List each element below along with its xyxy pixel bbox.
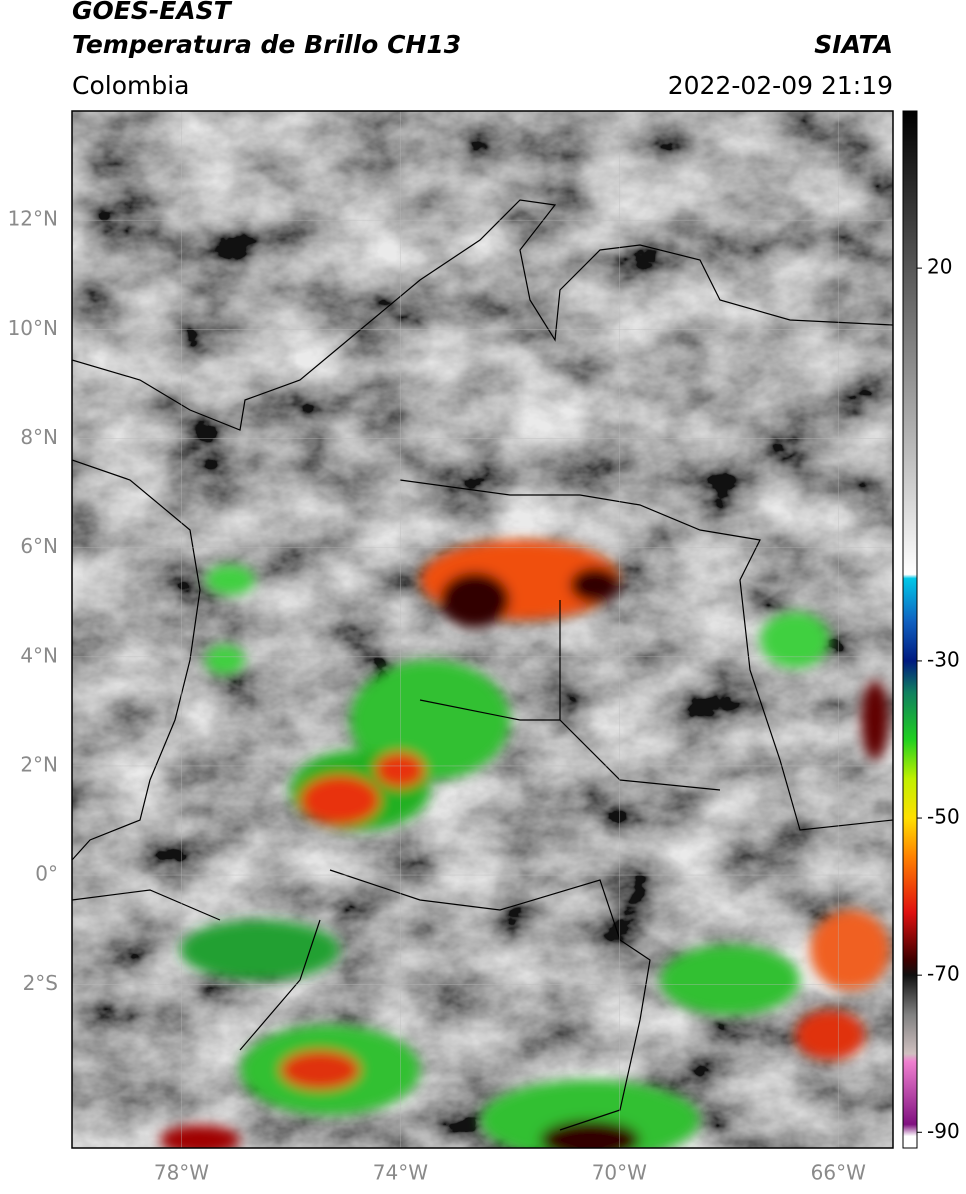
colorbar-label: -30 [927,647,960,671]
title: GOES-EAST [72,0,233,25]
colorbar-label: 20 [927,255,952,279]
colorbar-label: -50 [927,805,960,829]
timestamp: 2022-02-09 21:19 [668,71,893,100]
source: SIATA [814,30,893,59]
grid [72,111,893,1148]
lat-label: 2°S [23,971,58,995]
lat-label: 10°N [8,316,58,340]
lat-label: 8°N [20,425,58,449]
storm-cells [160,540,890,1148]
lat-label: 0° [35,862,58,886]
lon-label: 70°W [592,1161,647,1185]
subtitle: Temperatura de Brillo CH13 [72,30,461,59]
lat-label: 12°N [8,207,58,231]
lon-label: 78°W [154,1161,209,1185]
lon-label: 74°W [373,1161,428,1185]
satellite-image [72,111,893,1148]
colorbar-label: -90 [927,1119,960,1143]
colorbar [902,110,918,1149]
borders [72,199,893,1131]
region: Colombia [72,71,189,100]
colorbar-label: -70 [927,962,960,986]
lat-label: 4°N [20,643,58,667]
lat-label: 6°N [20,534,58,558]
lon-label: 66°W [811,1161,866,1185]
map-frame [71,110,894,1149]
lat-label: 2°N [20,752,58,776]
